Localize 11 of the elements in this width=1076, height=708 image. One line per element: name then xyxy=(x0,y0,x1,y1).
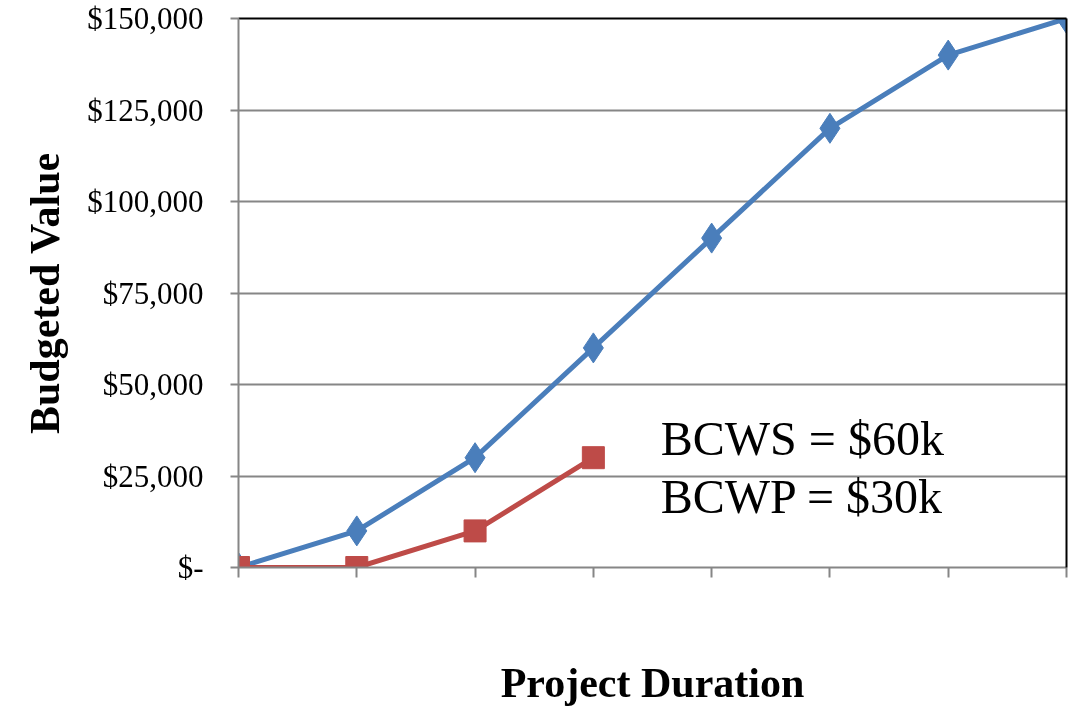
y-axis-title: Budgeted Value xyxy=(22,152,69,434)
annotation: BCWS = $60k xyxy=(660,412,944,466)
y-tick-label: $50,000 xyxy=(102,367,204,402)
y-tick-label: $125,000 xyxy=(87,92,204,128)
y-tick-label: $75,000 xyxy=(102,275,204,311)
x-axis-title: Project Duration xyxy=(500,659,805,706)
y-tick-label: $100,000 xyxy=(87,184,204,219)
y-tick-label: $25,000 xyxy=(102,458,204,494)
y-tick-label: $150,000 xyxy=(87,1,204,36)
y-tick-label: $- xyxy=(177,550,204,585)
annotation: BCWP = $30k xyxy=(660,469,943,523)
